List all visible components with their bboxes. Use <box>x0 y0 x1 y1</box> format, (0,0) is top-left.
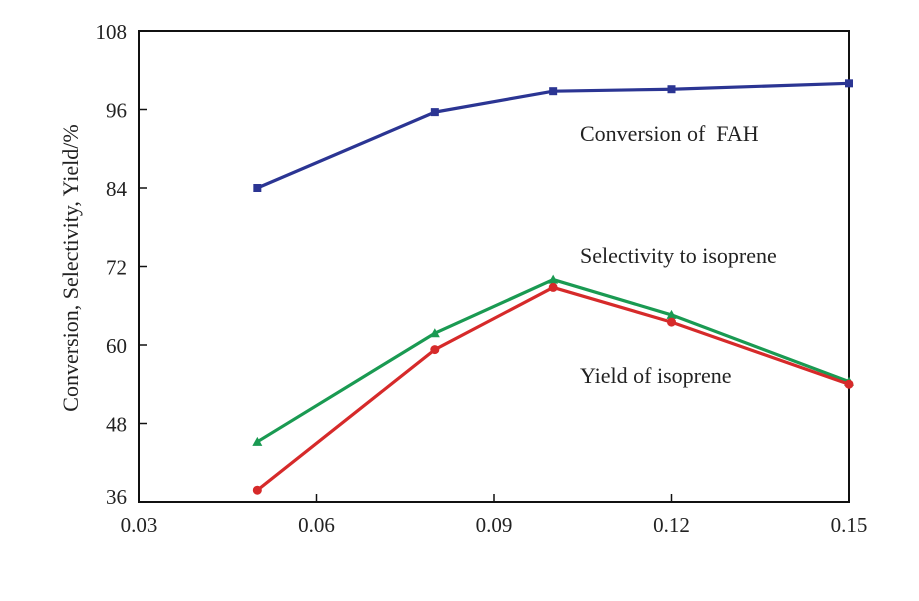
x-tick-label: 0.06 <box>298 513 335 537</box>
labels-layer: Conversion, Selectivity, Yield/% Convers… <box>58 121 777 412</box>
data-point <box>252 485 262 495</box>
x-tick-label: 0.09 <box>476 513 513 537</box>
y-tick-label: 72 <box>106 256 127 280</box>
data-point <box>548 282 558 292</box>
y-tick-label: 96 <box>106 99 127 123</box>
x-tick-label: 0.15 <box>831 513 868 537</box>
series-2 <box>252 282 854 495</box>
series-1 <box>252 274 854 446</box>
y-tick-label: 60 <box>106 334 127 358</box>
data-point <box>429 328 440 338</box>
data-point <box>252 436 263 446</box>
series-label-conversion: Conversion of FAH <box>580 121 759 146</box>
data-point <box>430 345 440 355</box>
data-point <box>844 379 854 389</box>
y-tick-label: 36 <box>106 485 127 509</box>
y-tick-label: 108 <box>96 20 128 44</box>
series-layer <box>252 79 854 495</box>
series-label-selectivity: Selectivity to isoprene <box>580 243 777 268</box>
series-line <box>256 81 850 190</box>
y-tick-label: 48 <box>106 413 127 437</box>
data-point <box>430 108 439 117</box>
data-point <box>667 317 676 327</box>
series-label-yield: Yield of isoprene <box>580 363 732 388</box>
y-axis-title: Conversion, Selectivity, Yield/% <box>58 124 83 411</box>
series-line <box>256 277 850 444</box>
data-point <box>667 85 676 94</box>
data-point <box>845 79 853 88</box>
x-tick-label: 0.03 <box>121 513 158 537</box>
data-point <box>666 309 677 319</box>
axes: 0.03 0.06 0.09 0.12 0.15 36 48 60 72 84 96 108 <box>96 20 868 537</box>
y-tick-label: 84 <box>106 177 128 201</box>
x-tick-label: 0.12 <box>653 513 690 537</box>
data-point <box>549 87 558 96</box>
data-point <box>548 274 559 284</box>
data-point <box>253 184 262 192</box>
series-0 <box>253 79 853 192</box>
